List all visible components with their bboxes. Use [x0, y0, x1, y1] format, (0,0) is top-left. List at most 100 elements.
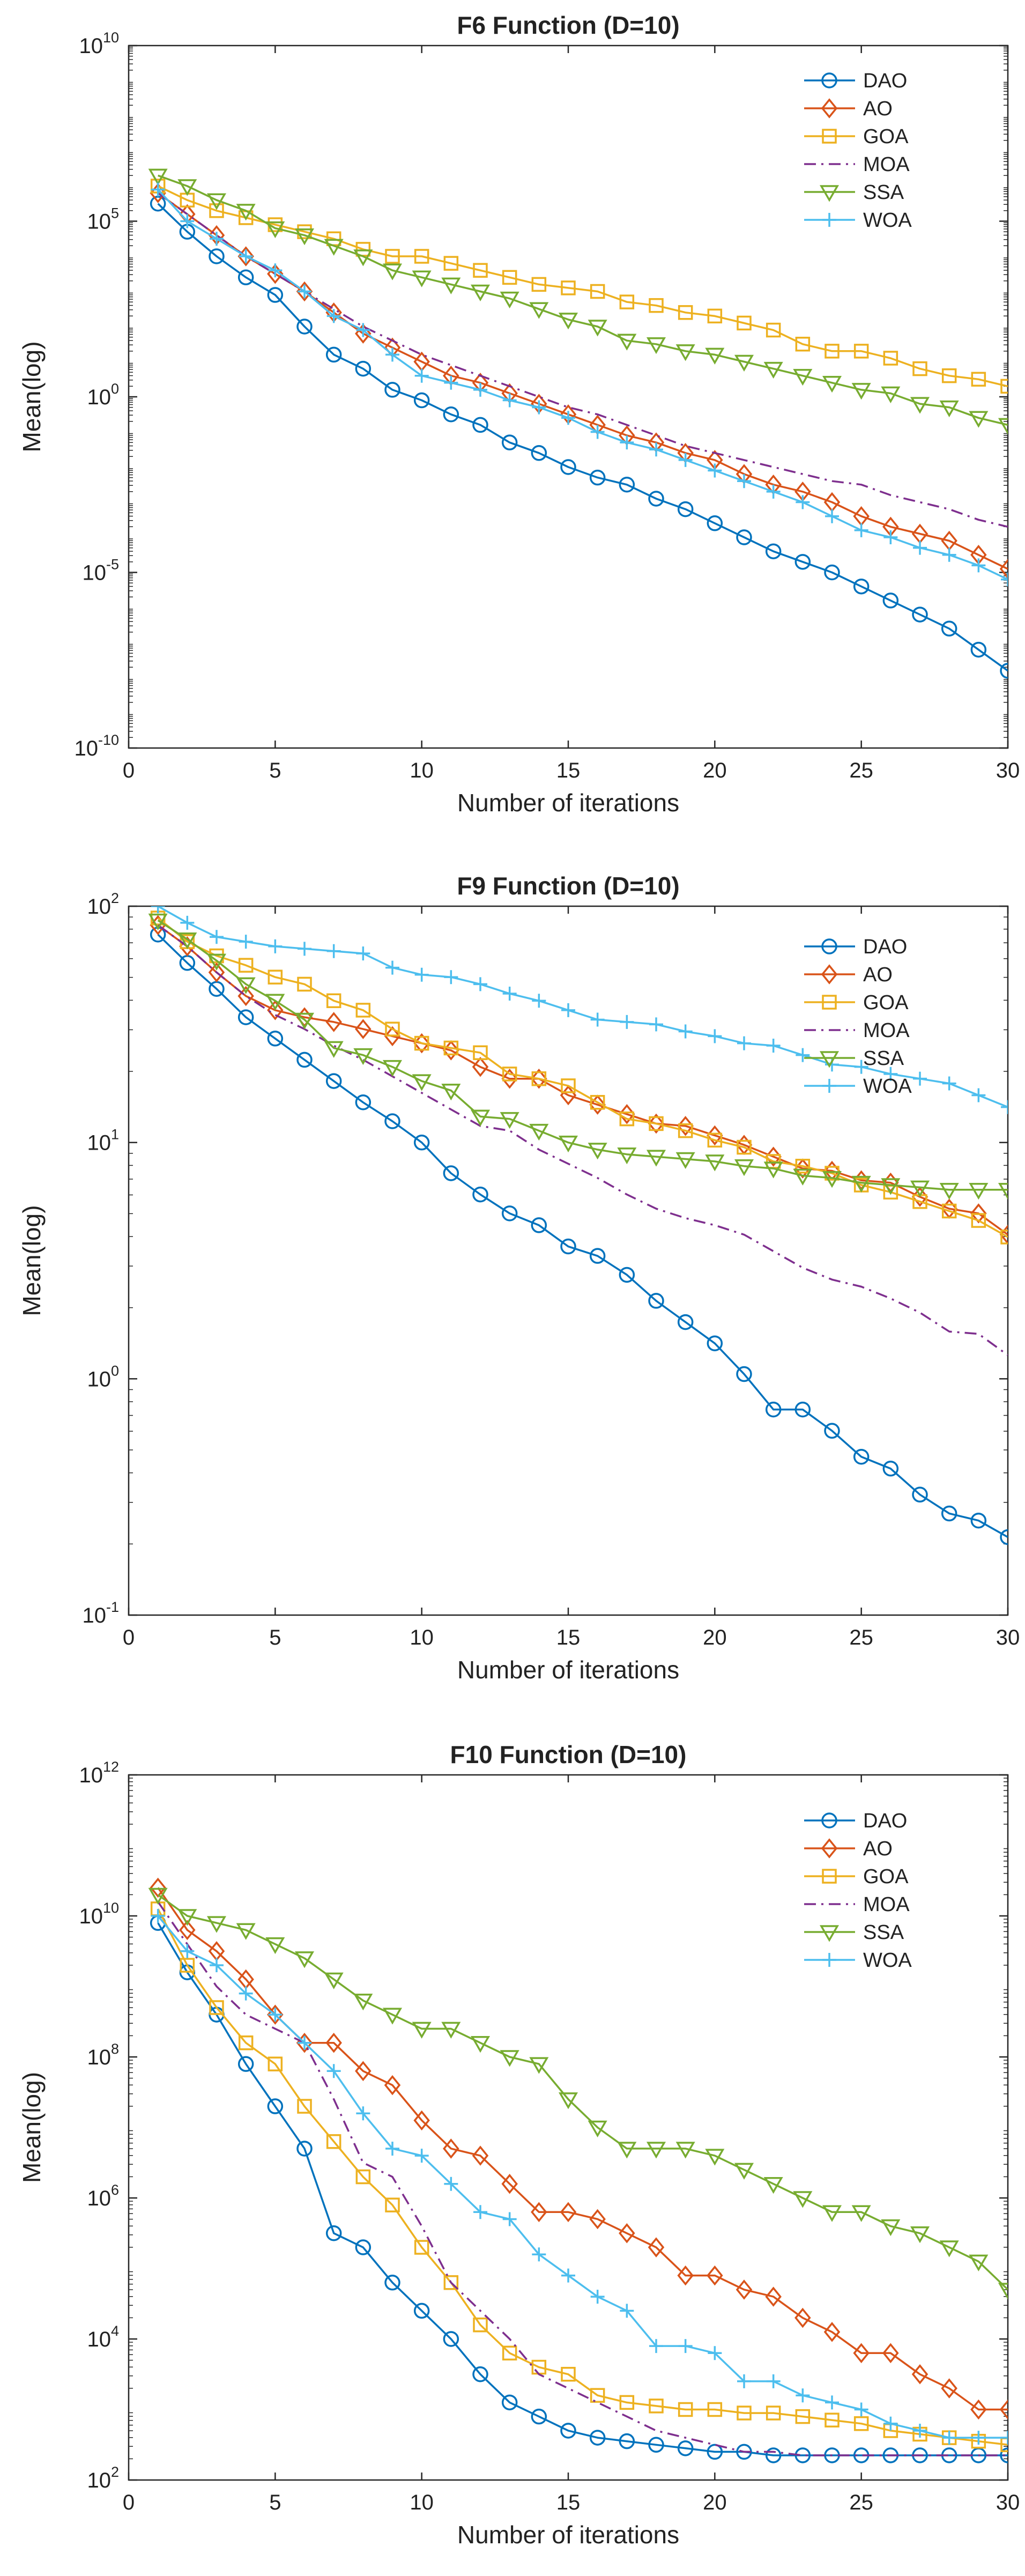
- chart3-series-ao-point: [589, 2209, 606, 2230]
- chart1-series-goa-point: [825, 344, 840, 359]
- chart3-legend-ssa-marker: [819, 1925, 840, 1942]
- chart3-series-dao-point: [355, 2239, 372, 2255]
- chart1-series-ssa-point: [558, 313, 578, 330]
- chart2-series-woa-point: [210, 930, 224, 944]
- chart2-series-ao-point: [999, 1224, 1008, 1245]
- chart3-series-ao-point: [443, 2138, 459, 2159]
- chart2: F9 Function (D=10) Number of iterations Me…: [18, 872, 1020, 1684]
- chart3-series-ssa-point: [177, 1909, 197, 1926]
- chart1-series-dao-point: [619, 477, 635, 493]
- chart1-series-dao-point: [648, 491, 664, 507]
- chart1-series-woa-point: [678, 453, 693, 467]
- chart1-legend-woa-label: WOA: [863, 209, 912, 232]
- chart3-ytick-label: 104: [87, 2323, 119, 2351]
- chart2-series-woa-point: [766, 1038, 781, 1053]
- chart2-series-goa-point: [326, 993, 341, 1009]
- chart2-title: F9 Function (D=10): [457, 872, 679, 900]
- chart3-legend-woa-label: WOA: [863, 1949, 912, 1972]
- chart2-ytick-label: 102: [87, 890, 119, 919]
- chart2-series-ssa-point: [588, 1143, 607, 1160]
- chart2-series-ssa-point: [324, 1041, 344, 1058]
- chart3-series-ssa-point: [470, 2035, 491, 2053]
- chart3-series-ao-point: [179, 1920, 196, 1941]
- chart1-legend-ao-label: AO: [863, 98, 893, 120]
- chart2-xtick-label: 5: [269, 1626, 281, 1649]
- chart2-series-ssa-point: [265, 994, 285, 1011]
- chart3-series-goa-point: [297, 2099, 312, 2114]
- chart1-legend-ao-marker: [821, 98, 838, 119]
- chart1-ytick-label: 100: [87, 381, 119, 409]
- chart1-series-ssa-point: [412, 270, 432, 287]
- chart1-series-ssa-point: [529, 302, 549, 319]
- chart1-series-goa-point: [883, 351, 898, 366]
- chart3-series-ssa-point: [793, 2191, 813, 2208]
- chart3-series-ssa-point: [236, 1923, 256, 1940]
- chart3-series-ao-point: [325, 2032, 342, 2053]
- chart1-series-dao-point: [413, 392, 430, 409]
- chart3-ylabel: Mean(log): [18, 2072, 46, 2183]
- chart1-series-woa-point: [151, 182, 165, 197]
- chart1-series-goa-point: [414, 249, 429, 264]
- chart2-series-goa-point: [268, 969, 283, 984]
- chart3-xtick-label: 30: [996, 2491, 1020, 2514]
- chart2-series-goa-point: [590, 1095, 605, 1110]
- chart1-legend-dao-label: DAO: [863, 70, 907, 92]
- chart1-series-woa-point: [883, 530, 898, 544]
- chart3-series-ao-point: [150, 1877, 166, 1898]
- chart3-series-woa-point: [356, 2106, 370, 2121]
- chart1-ytick-label: 10-10: [74, 732, 119, 760]
- chart1-series-woa-point: [298, 284, 311, 299]
- chart3-series-ao-point: [677, 2265, 694, 2286]
- chart1-series-ssa-point: [324, 239, 344, 256]
- chart1-series-ssa-point: [265, 221, 285, 239]
- chart1-series-dao-point: [677, 501, 694, 517]
- chart1-series-goa-point: [649, 298, 664, 313]
- chart3-series-goa-point: [355, 2169, 371, 2185]
- chart3-series-ssa-point: [324, 1972, 344, 1989]
- chart1-series-goa-point: [853, 344, 869, 359]
- chart2-series-ssa-point: [500, 1112, 519, 1129]
- chart1-series-woa-point: [356, 323, 370, 337]
- chart2-series-dao-point: [794, 1401, 811, 1418]
- chart2-series-ssa-point: [148, 913, 168, 930]
- chart2-series-goa-point: [355, 1003, 371, 1018]
- chart2-ytick-label: 101: [87, 1127, 119, 1155]
- chart2-series-ao-point: [531, 1068, 547, 1089]
- chart1-series-ssa-point: [588, 320, 607, 337]
- chart3-series-woa-point: [649, 2339, 663, 2353]
- chart2-series-dao-point: [765, 1401, 782, 1418]
- chart3-xtick-label: 20: [703, 2491, 727, 2514]
- chart2-series-ssa-point: [646, 1150, 666, 1167]
- chart3-series-ssa-point: [910, 2226, 930, 2244]
- chart1-series-ssa-point: [910, 397, 930, 414]
- chart3-series-woa-point: [151, 1909, 165, 1923]
- chart3-series-ao-point: [531, 2202, 547, 2223]
- chart3-series-woa-point: [561, 2268, 575, 2283]
- chart2-series-ssa-point: [939, 1183, 959, 1200]
- chart2-series-ssa-point: [881, 1178, 901, 1195]
- chart2-series-ao-point: [707, 1125, 723, 1146]
- chart3-series-goa-point: [825, 2412, 840, 2427]
- chart3-series-goa-point: [473, 2317, 488, 2333]
- chart1-xtick-label: 30: [996, 759, 1020, 782]
- chart3-series-dao-point: [296, 2141, 313, 2157]
- chart1-series-goa-point: [209, 203, 224, 218]
- chart2-series-woa-point: [385, 960, 399, 975]
- chart1-series-dao-point: [853, 578, 870, 595]
- chart2-xtick-label: 30: [996, 1626, 1020, 1649]
- chart1-legend-ssa-marker: [819, 185, 840, 202]
- chart3-series-woa-point: [737, 2374, 751, 2388]
- chart1-legend-dao-marker: [821, 72, 837, 88]
- chart2-series-goa-point: [649, 1116, 664, 1131]
- chart2-series-ao-point: [384, 1026, 401, 1047]
- chart2-series-woa-point: [796, 1048, 810, 1062]
- chart3-series-ssa-point: [881, 2219, 901, 2237]
- chart1-series-dao-point: [150, 196, 166, 212]
- chart3-series-ao-point: [970, 2399, 987, 2420]
- chart3-series-ssa-point: [851, 2205, 871, 2222]
- chart1-series-woa-point: [825, 509, 839, 523]
- chart1-series-dao-point: [325, 346, 342, 363]
- chart1-series-woa-point: [502, 393, 517, 408]
- chart2-series-dao-point: [853, 1449, 870, 1465]
